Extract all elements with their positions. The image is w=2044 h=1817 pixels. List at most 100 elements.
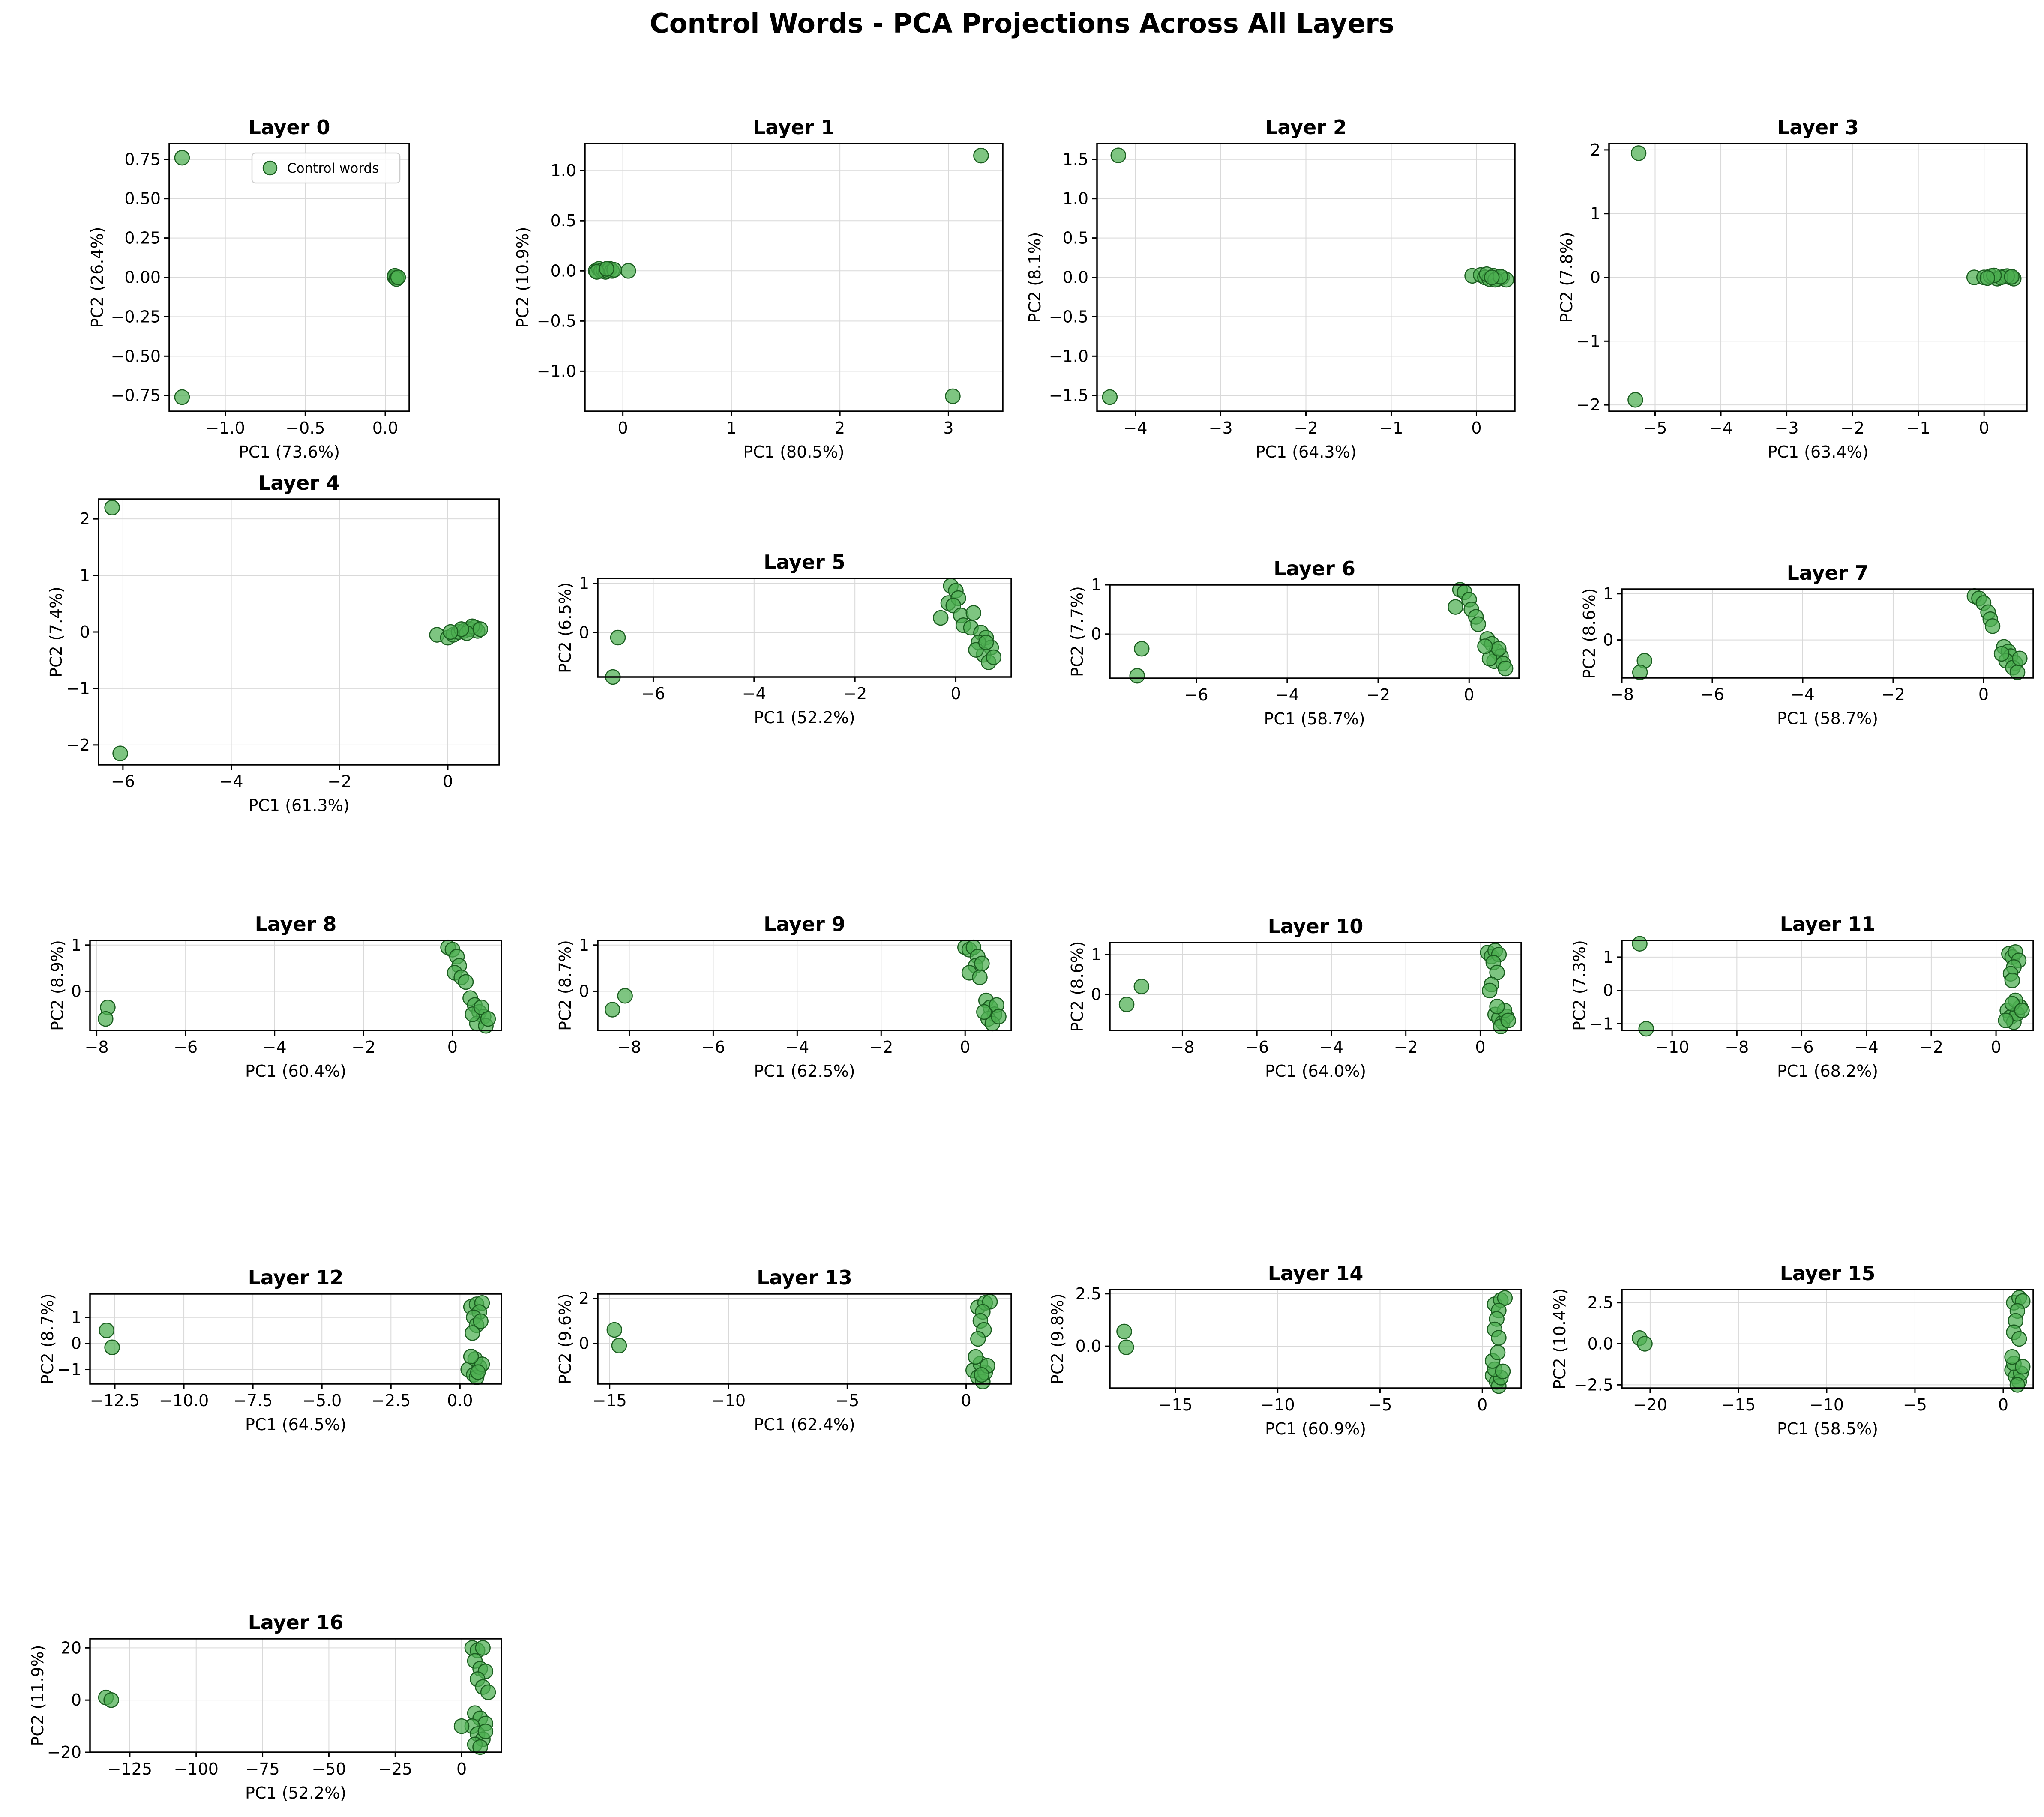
y-tick-label: −2.5 xyxy=(1574,1375,1613,1394)
panel-title: Layer 4 xyxy=(258,471,340,494)
x-tick-label: 0.0 xyxy=(372,419,398,437)
x-tick-label: 0 xyxy=(1471,419,1481,437)
y-tick-label: −0.5 xyxy=(537,311,576,330)
y-tick-label: 0 xyxy=(1603,631,1613,650)
x-tick-label: −20 xyxy=(1633,1395,1667,1414)
panel-title: Layer 15 xyxy=(1780,1262,1876,1285)
data-point xyxy=(1470,616,1486,632)
y-tick-label: −0.75 xyxy=(111,386,161,405)
data-point xyxy=(174,389,190,405)
plot-frame xyxy=(1621,588,2034,679)
data-point xyxy=(991,1009,1007,1024)
panel-layer-15: −20 −15 −10 −5 0 −2.5 0.0 2.5 Layer 15 PC1 (58.5%… xyxy=(1550,1262,2034,1438)
data-point xyxy=(2014,1003,2030,1018)
y-tick-label: −2 xyxy=(1576,395,1600,414)
x-axis-label: PC1 (60.9%) xyxy=(1265,1419,1366,1438)
x-axis-label: PC1 (80.5%) xyxy=(743,443,844,461)
data-point xyxy=(1134,641,1150,657)
y-axis-label: PC2 (8.1%) xyxy=(1025,232,1044,323)
panel-title: Layer 1 xyxy=(753,116,835,139)
x-tick-label: 2 xyxy=(835,419,845,437)
x-tick-label: −5 xyxy=(835,1391,859,1410)
y-tick-label: 2 xyxy=(1590,141,1600,159)
y-axis-label: PC2 (7.4%) xyxy=(47,587,66,677)
data-point xyxy=(473,1313,489,1329)
data-point xyxy=(472,1739,488,1755)
y-tick-label: 0.0 xyxy=(1588,1335,1613,1353)
y-axis-label: PC2 (7.8%) xyxy=(1557,232,1576,323)
x-tick-label: −4 xyxy=(1275,685,1299,704)
plot-frame xyxy=(89,1293,502,1385)
x-tick-label: −6 xyxy=(1790,1038,1814,1057)
y-axis-label: PC2 (11.9%) xyxy=(28,1645,47,1746)
y-tick-label: 0.00 xyxy=(124,268,161,287)
x-axis-label: PC1 (60.4%) xyxy=(245,1062,346,1081)
panel-layer-3: −5 −4 −3 −2 −1 0 −2 −1 0 1 2 Layer 3 PC1 (63.4%) PC2 … xyxy=(1557,116,2028,461)
x-tick-label: −8 xyxy=(1170,1038,1194,1057)
y-tick-label: 0 xyxy=(71,1691,81,1709)
data-point xyxy=(474,999,489,1015)
y-tick-label: 0 xyxy=(71,1334,81,1353)
x-tick-label: −15 xyxy=(1721,1395,1756,1414)
data-point xyxy=(1110,147,1126,163)
data-point xyxy=(2004,269,2020,285)
x-tick-label: −4 xyxy=(263,1038,287,1057)
data-point xyxy=(976,1004,992,1020)
x-tick-label: −8 xyxy=(1725,1038,1749,1057)
x-tick-label: −25 xyxy=(378,1760,412,1778)
x-tick-label: 3 xyxy=(943,419,953,437)
y-tick-label: 0.75 xyxy=(124,150,161,169)
data-point xyxy=(2004,1349,2020,1365)
panel-title: Layer 13 xyxy=(757,1266,852,1289)
data-point xyxy=(972,969,988,985)
y-tick-label: −1 xyxy=(66,679,90,698)
x-tick-label: −4 xyxy=(1855,1038,1879,1057)
legend: Control words xyxy=(251,152,401,184)
x-axis-label: PC1 (52.2%) xyxy=(245,1784,346,1802)
data-point xyxy=(599,261,614,277)
y-tick-label: 0 xyxy=(579,623,589,642)
y-tick-label: 1.0 xyxy=(551,161,576,180)
y-axis-label: PC2 (8.7%) xyxy=(556,940,575,1031)
x-tick-label: 0 xyxy=(1979,419,1989,437)
data-point xyxy=(986,649,1002,665)
y-tick-label: −1 xyxy=(57,1360,81,1379)
y-tick-label: −20 xyxy=(47,1743,81,1762)
x-axis-label: PC1 (62.5%) xyxy=(754,1062,855,1081)
plot-frame xyxy=(1109,1289,1522,1389)
y-tick-label: 0.0 xyxy=(1063,268,1088,287)
data-point xyxy=(1993,646,2010,662)
y-tick-label: −1 xyxy=(1576,332,1600,350)
x-tick-label: −10.0 xyxy=(159,1391,209,1410)
y-axis-label: PC2 (7.7%) xyxy=(1068,586,1087,677)
x-tick-label: 0 xyxy=(443,772,453,791)
panel-title: Layer 3 xyxy=(1777,116,1859,139)
data-point xyxy=(480,1684,496,1700)
panel-layer-6: −6 −4 −2 0 0 1 Layer 6 PC1 (58.7%) PC2 (7.7%) xyxy=(1068,557,1520,728)
x-tick-label: −1 xyxy=(1379,419,1403,437)
x-axis-label: PC1 (68.2%) xyxy=(1777,1062,1878,1081)
x-tick-label: −6 xyxy=(1245,1038,1269,1057)
y-tick-label: 2 xyxy=(579,1289,589,1308)
y-axis-label: PC2 (9.6%) xyxy=(556,1293,575,1384)
x-tick-label: −6 xyxy=(174,1038,198,1057)
x-tick-label: 0 xyxy=(618,419,628,437)
panel-layer-16: −125 −100 −75 −50 −25 0 −20 0 20 Layer 16 PC1 (52.… xyxy=(28,1611,502,1802)
y-tick-label: 0 xyxy=(1590,268,1600,287)
panel-title: Layer 2 xyxy=(1265,116,1347,139)
x-tick-label: −125 xyxy=(108,1760,152,1778)
y-axis-label: PC2 (8.9%) xyxy=(48,940,67,1031)
x-tick-label: −4 xyxy=(1319,1038,1343,1057)
panel-layer-5: −6 −4 −2 0 0 1 Layer 5 PC1 (52.2%) PC2 (6.5%) xyxy=(556,551,1012,727)
data-point xyxy=(1116,1323,1132,1340)
y-tick-label: 0.0 xyxy=(551,261,576,280)
x-axis-label: PC1 (73.6%) xyxy=(239,443,340,461)
x-tick-label: −2 xyxy=(1840,419,1864,437)
x-tick-label: −8 xyxy=(1610,685,1634,704)
panel-layer-0: −1.0 −0.5 0.0 −0.75 −0.50 −0.25 0.00 0.25 0.50 0.… xyxy=(88,116,410,461)
data-point xyxy=(605,1002,620,1018)
data-point xyxy=(2004,973,2020,988)
panel-title: Layer 11 xyxy=(1780,913,1876,936)
data-point xyxy=(1448,599,1463,615)
